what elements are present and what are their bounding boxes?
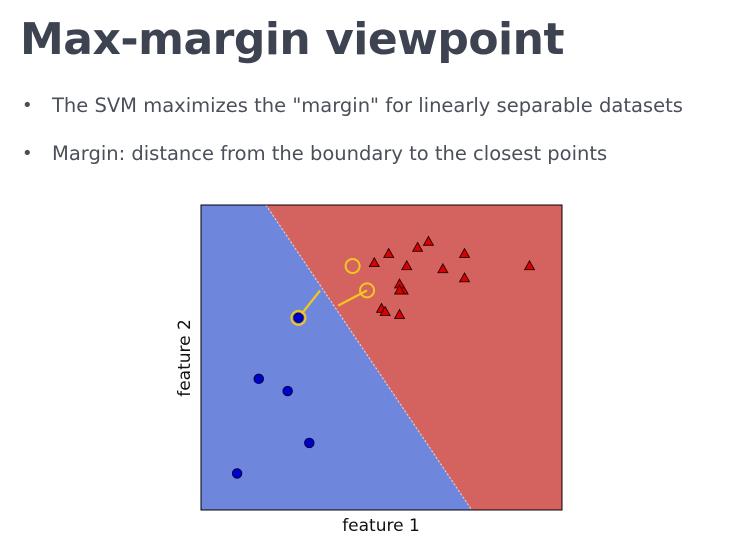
class-1-point xyxy=(422,235,435,246)
slide-title: Max-margin viewpoint xyxy=(20,14,565,65)
class-0-point xyxy=(282,385,293,397)
svm-chart: feature 1 feature 2 xyxy=(175,204,563,536)
class-0-point xyxy=(253,373,264,385)
support-vector-ring xyxy=(344,258,361,274)
bullet-list: • The SVM maximizes the "margin" for lin… xyxy=(20,92,683,188)
class-0-point xyxy=(304,437,315,449)
class-1-point xyxy=(523,259,536,271)
class-1-point xyxy=(393,308,406,319)
class-1-point xyxy=(368,256,380,268)
class-1-point xyxy=(437,262,449,274)
plot-area xyxy=(200,204,563,511)
class-1-point xyxy=(379,305,391,316)
class-1-point xyxy=(458,247,471,258)
class-1-point xyxy=(401,259,413,271)
class-0-region xyxy=(201,205,472,510)
class-1-point xyxy=(393,284,406,295)
class-1-point xyxy=(458,272,471,283)
bullet-text: Margin: distance from the boundary to th… xyxy=(52,142,608,165)
class-1-region xyxy=(265,205,562,510)
bullet-text: The SVM maximizes the "margin" for linea… xyxy=(52,94,683,117)
margin-line xyxy=(337,289,368,307)
plot-frame xyxy=(200,204,563,511)
decision-boundary xyxy=(265,204,473,511)
support-vector-ring xyxy=(290,309,307,326)
support-vector-ring xyxy=(359,282,376,299)
class-1-point xyxy=(383,247,395,258)
class-0-point xyxy=(293,312,304,324)
bullet-dot-icon: • xyxy=(22,95,33,116)
y-axis-label: feature 2 xyxy=(175,319,195,397)
class-1-point xyxy=(411,241,424,252)
x-axis-label: feature 1 xyxy=(342,516,420,536)
class-0-point xyxy=(231,468,243,479)
margin-line xyxy=(297,289,321,319)
bullet-item: • Margin: distance from the boundary to … xyxy=(20,140,683,168)
bullet-dot-icon: • xyxy=(22,143,33,164)
bullet-item: • The SVM maximizes the "margin" for lin… xyxy=(20,92,683,120)
